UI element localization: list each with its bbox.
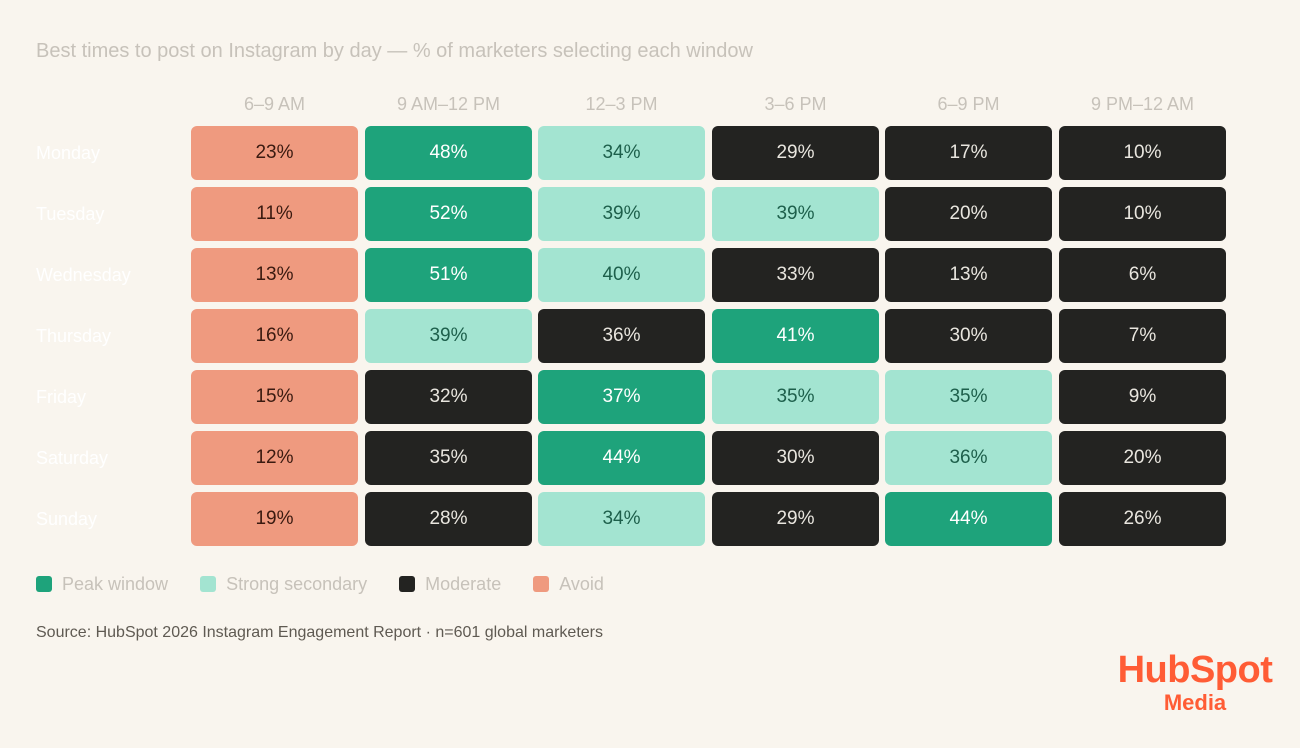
row-label: Thursday (36, 326, 112, 346)
legend-swatch (200, 576, 217, 592)
heatmap-cell-moderate: 35% (365, 431, 532, 485)
legend-label: Moderate (425, 573, 502, 594)
heatmap-cell-secondary: 39% (365, 309, 532, 363)
heatmap-cell-moderate: 10% (1059, 126, 1226, 180)
heatmap-cell-peak: 44% (885, 492, 1052, 546)
heatmap-cell-moderate: 32% (365, 370, 532, 424)
heatmap-cell-moderate: 30% (712, 431, 879, 485)
heatmap-cell-secondary: 39% (538, 187, 705, 241)
hubspot-media-logo: HubSpot Media (1112, 650, 1278, 716)
heatmap-cell-avoid: 13% (191, 248, 358, 302)
heatmap-cell-moderate: 30% (885, 309, 1052, 363)
heatmap-cell-avoid: 19% (191, 492, 358, 546)
column-header: 12–3 PM (585, 94, 658, 114)
source-note: Source: HubSpot 2026 Instagram Engagemen… (36, 624, 603, 641)
column-header: 6–9 PM (937, 94, 1000, 114)
heatmap-cell-peak: 52% (365, 187, 532, 241)
legend-item-moderate: Moderate (399, 574, 501, 595)
heatmap-cell-moderate: 33% (712, 248, 879, 302)
legend-label: Strong secondary (226, 573, 368, 594)
legend: Peak window Strong secondary Moderate Avoid (36, 572, 636, 596)
heatmap-cell-peak: 44% (538, 431, 705, 485)
legend-swatch (533, 576, 550, 592)
heatmap-cell-moderate: 6% (1059, 248, 1226, 302)
row-label: Monday (36, 143, 101, 163)
heatmap-cell-secondary: 36% (885, 431, 1052, 485)
heatmap-cell-secondary: 39% (712, 187, 879, 241)
heatmap-cell-secondary: 34% (538, 126, 705, 180)
heatmap-cell-moderate: 10% (1059, 187, 1226, 241)
heatmap-cell-moderate: 13% (885, 248, 1052, 302)
heatmap-cell-moderate: 9% (1059, 370, 1226, 424)
heatmap-cell-secondary: 40% (538, 248, 705, 302)
legend-item-avoid: Avoid (533, 574, 604, 595)
heatmap-cell-moderate: 29% (712, 126, 879, 180)
heatmap-cell-avoid: 23% (191, 126, 358, 180)
logo-subtitle: Media (1163, 690, 1227, 715)
heatmap-cell-moderate: 7% (1059, 309, 1226, 363)
heatmap-cell-secondary: 34% (538, 492, 705, 546)
legend-swatch (399, 576, 416, 592)
legend-item-secondary: Strong secondary (200, 574, 367, 595)
column-header: 6–9 AM (243, 94, 306, 114)
legend-label: Peak window (62, 573, 169, 594)
row-label: Saturday (36, 448, 109, 468)
heatmap-cell-secondary: 35% (712, 370, 879, 424)
chart-title: Best times to post on Instagram by day —… (36, 40, 753, 62)
row-label: Tuesday (36, 204, 105, 224)
heatmap-cell-secondary: 35% (885, 370, 1052, 424)
heatmap-cell-moderate: 20% (885, 187, 1052, 241)
legend-label: Avoid (559, 573, 604, 594)
logo-wordmark: HubSpot (1117, 649, 1273, 691)
heatmap-cell-peak: 51% (365, 248, 532, 302)
heatmap-cell-peak: 37% (538, 370, 705, 424)
legend-item-peak: Peak window (36, 574, 168, 595)
heatmap-cell-peak: 41% (712, 309, 879, 363)
heatmap-cell-avoid: 12% (191, 431, 358, 485)
row-label: Wednesday (36, 265, 131, 285)
row-label: Sunday (36, 509, 98, 529)
heatmap-cell-moderate: 29% (712, 492, 879, 546)
heatmap-cell-moderate: 26% (1059, 492, 1226, 546)
heatmap-cell-avoid: 11% (191, 187, 358, 241)
legend-swatch (36, 576, 52, 592)
heatmap-cell-moderate: 36% (538, 309, 705, 363)
heatmap-cell-moderate: 28% (365, 492, 532, 546)
column-header: 9 AM–12 PM (396, 94, 501, 114)
row-label: Friday (36, 387, 87, 407)
heatmap-cell-avoid: 15% (191, 370, 358, 424)
heatmap-cell-moderate: 20% (1059, 431, 1226, 485)
column-header: 9 PM–12 AM (1090, 94, 1195, 114)
heatmap-cell-avoid: 16% (191, 309, 358, 363)
column-header: 3–6 PM (764, 94, 827, 114)
heatmap-cell-peak: 48% (365, 126, 532, 180)
heatmap-cell-moderate: 17% (885, 126, 1052, 180)
